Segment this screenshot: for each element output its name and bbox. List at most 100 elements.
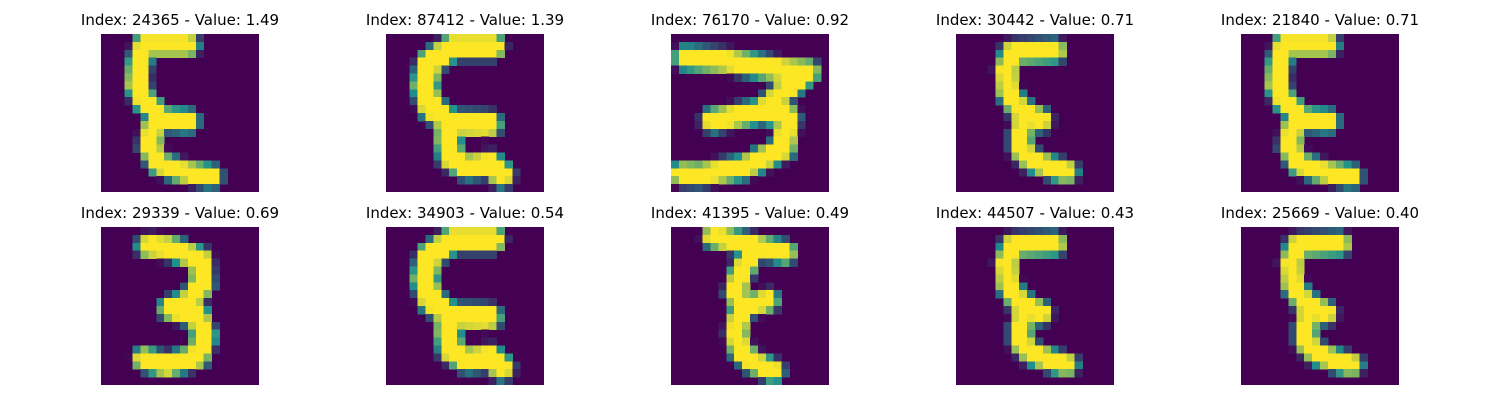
- image-pixel: [750, 258, 759, 267]
- image-pixel: [995, 97, 1004, 106]
- image-pixel: [480, 49, 490, 59]
- image-pixel: [211, 282, 220, 291]
- image-pixel: [1035, 234, 1044, 244]
- image-pixel: [180, 105, 189, 114]
- image-pixel: [1042, 49, 1052, 59]
- image-pixel: [195, 41, 205, 51]
- image-pixel: [457, 242, 466, 252]
- image-pixel: [1042, 41, 1052, 51]
- image-pixel: [710, 227, 719, 236]
- image-pixel: [1320, 105, 1329, 114]
- image-pixel: [734, 266, 743, 275]
- image-pixel: [441, 250, 450, 259]
- image-pixel: [1312, 345, 1321, 354]
- image-pixel: [1272, 258, 1281, 267]
- image-pixel: [480, 321, 490, 331]
- image-pixel: [750, 160, 759, 169]
- image-pixel: [995, 49, 1004, 59]
- image-pixel: [472, 34, 482, 43]
- image-pixel: [726, 258, 735, 267]
- panel-title: Index: 41395 - Value: 0.49: [625, 203, 875, 223]
- image-pixel: [1351, 361, 1360, 370]
- image-pixel: [1272, 128, 1281, 138]
- image-pixel: [1343, 227, 1352, 236]
- image-pixel: [686, 57, 696, 66]
- image-pixel: [726, 298, 735, 307]
- image-pixel: [449, 160, 458, 169]
- image-pixel: [457, 105, 466, 114]
- image-pixel: [156, 152, 165, 161]
- image-pixel: [1042, 152, 1052, 161]
- image-pixel: [710, 41, 719, 51]
- image-pixel: [726, 242, 735, 252]
- image-pixel: [441, 361, 450, 370]
- image-pixel: [449, 152, 458, 161]
- image-pixel: [187, 176, 197, 185]
- image-pixel: [457, 361, 466, 370]
- image-pixel: [1050, 49, 1060, 59]
- image-pixel: [1280, 274, 1289, 283]
- image-pixel: [132, 41, 141, 51]
- image-pixel: [1050, 313, 1060, 323]
- image-pixel: [742, 120, 751, 130]
- image-pixel: [742, 168, 751, 177]
- image-pixel: [789, 136, 798, 145]
- image-pixel: [425, 57, 434, 66]
- image-pixel: [995, 242, 1004, 252]
- image-pixel: [187, 329, 197, 338]
- image-pixel: [132, 250, 141, 259]
- image-pixel: [995, 57, 1004, 66]
- image-pixel: [465, 345, 474, 354]
- image-pixel: [1351, 160, 1360, 169]
- image-pixel: [742, 258, 751, 267]
- image-pixel: [718, 65, 727, 74]
- image-pixel: [1288, 345, 1297, 354]
- image-pixel: [1003, 227, 1012, 236]
- image-pixel: [1272, 73, 1281, 82]
- image-pixel: [995, 65, 1004, 74]
- image-pixel: [496, 160, 505, 169]
- image-pixel: [1011, 298, 1020, 307]
- image-pixel: [773, 361, 782, 370]
- image-pixel: [187, 274, 197, 283]
- image-pixel: [1296, 168, 1305, 177]
- image-pixel: [765, 120, 775, 130]
- image-pixel: [1066, 361, 1075, 370]
- image-pixel: [1296, 105, 1305, 114]
- image-pixel: [734, 73, 743, 82]
- image-pixel: [172, 49, 181, 59]
- image-pixel: [1011, 128, 1020, 138]
- image-pixel: [449, 144, 458, 153]
- image-pixel: [1003, 250, 1012, 259]
- image-pixel: [726, 57, 735, 66]
- image-pixel: [480, 234, 490, 244]
- image-pixel: [1003, 73, 1012, 82]
- image-pixel: [449, 234, 458, 244]
- image-pixel: [718, 168, 727, 177]
- image-pixel: [1003, 345, 1012, 354]
- image-pixel: [1343, 184, 1352, 192]
- image-pixel: [1272, 49, 1281, 59]
- image-pixel: [1011, 73, 1020, 82]
- image-pixel: [441, 105, 450, 114]
- image-pixel: [710, 128, 719, 138]
- image-pixel: [995, 290, 1004, 299]
- image-pixel: [1320, 298, 1329, 307]
- image-pixel: [773, 290, 782, 299]
- image-pixel: [472, 369, 482, 378]
- panel-title-separator: -: [1034, 204, 1050, 222]
- image-pixel: [203, 160, 212, 169]
- image-pixel: [488, 369, 497, 378]
- image-pixel: [1058, 242, 1067, 252]
- image-pixel: [1351, 353, 1360, 362]
- image-pixel: [1019, 41, 1028, 51]
- image-pixel: [187, 113, 197, 122]
- image-pixel: [187, 266, 197, 275]
- panel-title: Index: 24365 - Value: 1.49: [55, 10, 305, 30]
- image-pixel: [1320, 152, 1329, 161]
- image-pixel: [433, 49, 442, 59]
- image-pixel: [140, 65, 149, 74]
- image-pixel: [457, 369, 466, 378]
- image-pixel: [195, 290, 205, 299]
- image-pixel: [465, 57, 474, 66]
